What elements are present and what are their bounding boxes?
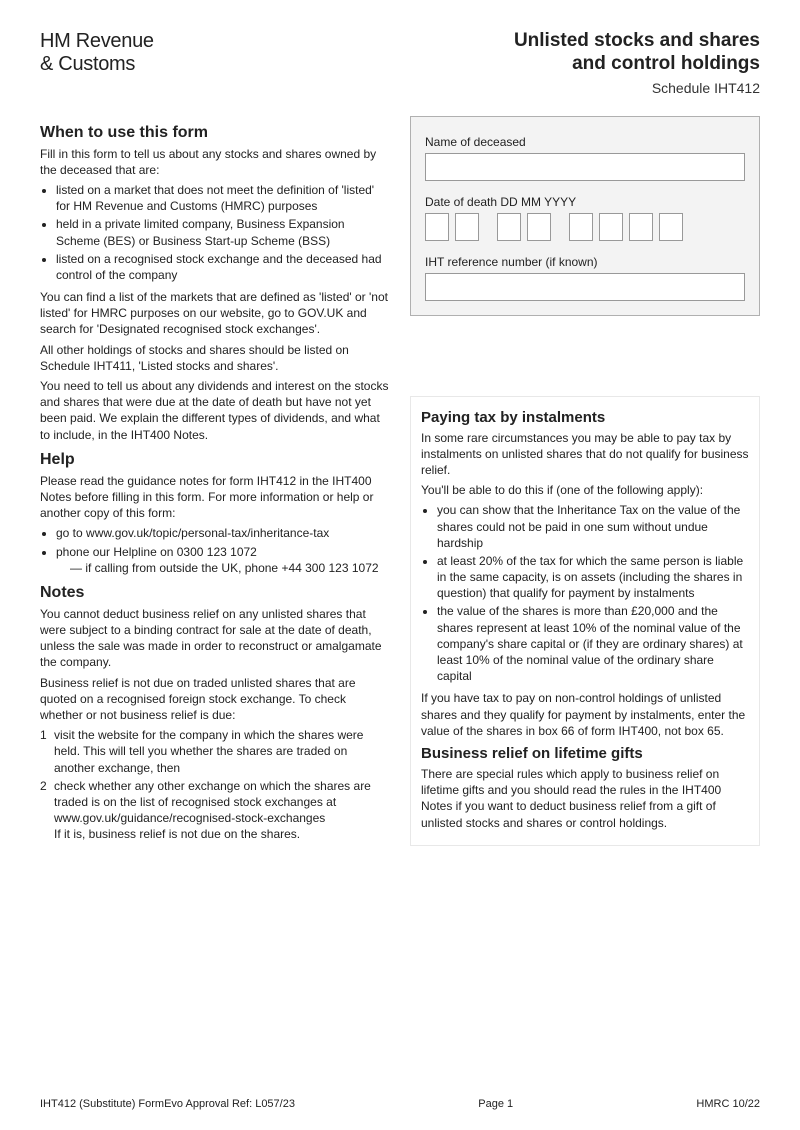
when-bullet: held in a private limited company, Busin… — [56, 216, 390, 248]
title-line1: Unlisted stocks and shares — [514, 30, 760, 53]
logo-line1: HM Revenue — [40, 30, 154, 53]
notes-p1: You cannot deduct business relief on any… — [40, 606, 390, 671]
notes-n1: visit the website for the company in whi… — [54, 727, 390, 776]
when-p2: All other holdings of stocks and shares … — [40, 342, 390, 374]
date-label: Date of death DD MM YYYY — [425, 195, 745, 209]
hmrc-logo: HM Revenue & Customs — [40, 30, 154, 96]
help-heading: Help — [40, 451, 390, 469]
footer-center: Page 1 — [295, 1098, 696, 1110]
when-bullet: listed on a recognised stock exchange an… — [56, 251, 390, 283]
date-m1[interactable] — [497, 213, 521, 241]
instalments-heading: Paying tax by instalments — [421, 409, 749, 426]
footer: IHT412 (Substitute) FormEvo Approval Ref… — [40, 1098, 760, 1110]
inst-bullet: you can show that the Inheritance Tax on… — [437, 502, 749, 551]
inst-p2: You'll be able to do this if (one of the… — [421, 482, 749, 498]
ref-label: IHT reference number (if known) — [425, 255, 745, 269]
help-bullet: phone our Helpline on 0300 123 1072 — if… — [56, 544, 390, 576]
name-input[interactable] — [425, 153, 745, 181]
date-d1[interactable] — [425, 213, 449, 241]
date-y1[interactable] — [569, 213, 593, 241]
inst-bullet: at least 20% of the tax for which the sa… — [437, 553, 749, 602]
notes-p2: Business relief is not due on traded unl… — [40, 675, 390, 724]
help-bullet: go to www.gov.uk/topic/personal-tax/inhe… — [56, 525, 390, 541]
notes-heading: Notes — [40, 584, 390, 602]
inst-bullet: the value of the shares is more than £20… — [437, 603, 749, 684]
when-p3: You need to tell us about any dividends … — [40, 378, 390, 443]
date-d2[interactable] — [455, 213, 479, 241]
title-line2: and control holdings — [514, 53, 760, 76]
name-label: Name of deceased — [425, 135, 745, 149]
date-input-group — [425, 213, 745, 241]
when-bullets: listed on a market that does not meet th… — [56, 182, 390, 283]
when-bullet: listed on a market that does not meet th… — [56, 182, 390, 214]
help-p1: Please read the guidance notes for form … — [40, 473, 390, 522]
biz-p1: There are special rules which apply to b… — [421, 766, 749, 831]
when-heading: When to use this form — [40, 124, 390, 142]
inst-p1: In some rare circumstances you may be ab… — [421, 430, 749, 479]
when-p1: You can find a list of the markets that … — [40, 289, 390, 338]
help-subline: — if calling from outside the UK, phone … — [70, 560, 390, 576]
help-bullets: go to www.gov.uk/topic/personal-tax/inhe… — [56, 525, 390, 576]
left-column: When to use this form Fill in this form … — [40, 116, 390, 847]
date-y2[interactable] — [599, 213, 623, 241]
date-m2[interactable] — [527, 213, 551, 241]
inst-bullets: you can show that the Inheritance Tax on… — [437, 502, 749, 684]
header: HM Revenue & Customs Unlisted stocks and… — [40, 30, 760, 96]
footer-right: HMRC 10/22 — [696, 1098, 760, 1110]
date-y4[interactable] — [659, 213, 683, 241]
when-intro: Fill in this form to tell us about any s… — [40, 146, 390, 178]
instalments-section: Paying tax by instalments In some rare c… — [410, 396, 760, 846]
right-column: Name of deceased Date of death DD MM YYY… — [410, 116, 760, 847]
deceased-form: Name of deceased Date of death DD MM YYY… — [410, 116, 760, 316]
footer-left: IHT412 (Substitute) FormEvo Approval Ref… — [40, 1098, 295, 1110]
inst-p3: If you have tax to pay on non-control ho… — [421, 690, 749, 739]
biz-heading: Business relief on lifetime gifts — [421, 745, 749, 762]
title-block: Unlisted stocks and shares and control h… — [514, 30, 760, 96]
schedule-label: Schedule IHT412 — [514, 80, 760, 96]
notes-numbered: 1visit the website for the company in wh… — [40, 727, 390, 842]
notes-n2: check whether any other exchange on whic… — [54, 778, 390, 843]
date-y3[interactable] — [629, 213, 653, 241]
logo-line2: & Customs — [40, 53, 154, 76]
ref-input[interactable] — [425, 273, 745, 301]
